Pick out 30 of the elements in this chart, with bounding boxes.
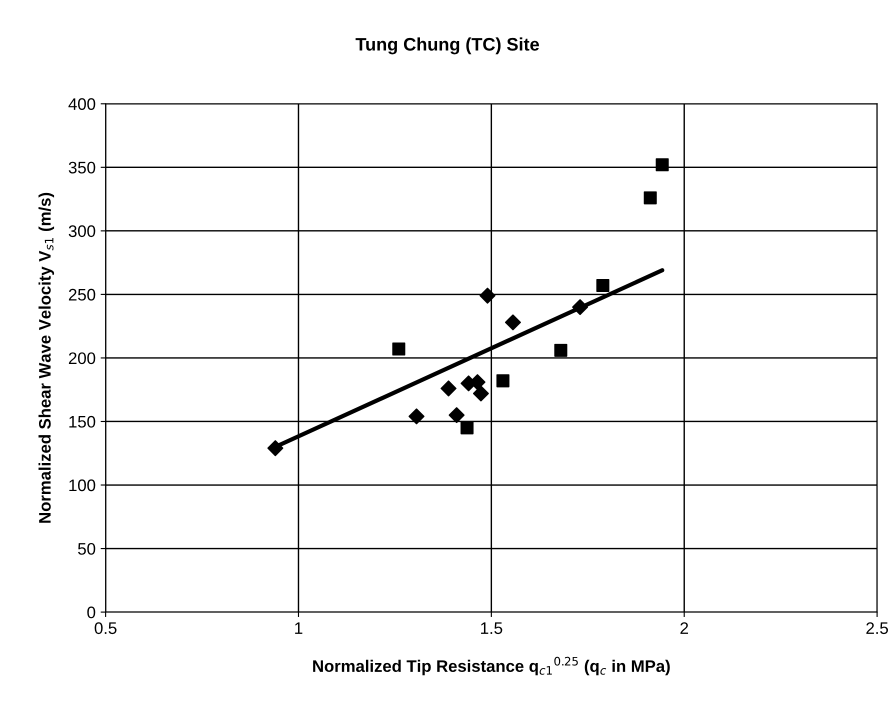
- point: [496, 374, 510, 388]
- point: [644, 191, 657, 204]
- y-tick-label: 50: [78, 542, 96, 555]
- x-axis-title: Normalized Tip Resistance q$_{c1}$$^{0.25}$ (q$_{c}$ in MPa): [313, 656, 670, 676]
- point: [440, 380, 457, 396]
- y-axis-title: Normalized Shear Wave Velocity V$_{s1}$ (m/s): [38, 192, 54, 523]
- point: [656, 158, 669, 172]
- point: [392, 342, 406, 356]
- point: [596, 279, 610, 292]
- x-tick-label: 1.5: [481, 622, 502, 634]
- y-tick-label: 300: [68, 225, 96, 238]
- point: [460, 421, 474, 434]
- point: [480, 288, 496, 304]
- y-tick-label: 150: [69, 416, 96, 428]
- y-tick-label: 250: [68, 288, 96, 301]
- y-tick-label: 350: [68, 162, 96, 174]
- y-tick-label: 400: [68, 98, 96, 110]
- x-tick-label: 1: [295, 622, 302, 634]
- point: [554, 344, 568, 357]
- y-tick-label: 200: [68, 352, 96, 364]
- point: [472, 386, 489, 402]
- y-tick-label: 0: [87, 606, 96, 618]
- point: [504, 314, 521, 330]
- x-tick-label: 0.5: [94, 622, 116, 634]
- x-tick-label: 2: [680, 622, 688, 634]
- point: [408, 408, 424, 424]
- y-tick-label: 100: [69, 479, 96, 492]
- point: [448, 407, 465, 424]
- x-tick-label: 2.5: [866, 622, 888, 634]
- chart-title: Tung Chung (TC) Site: [356, 37, 539, 54]
